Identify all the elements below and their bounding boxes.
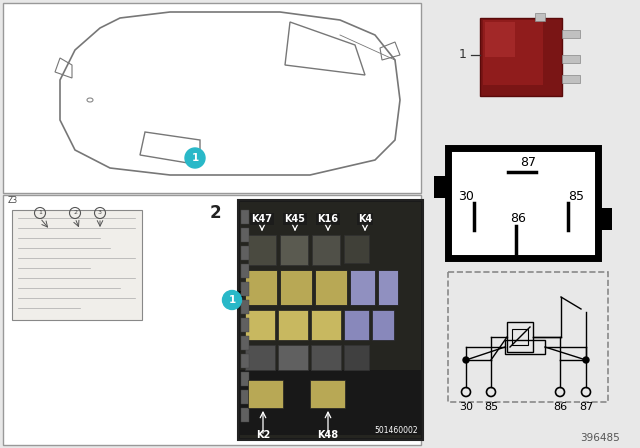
Bar [248,235,276,265]
Bar [378,270,398,305]
Bar [278,310,308,340]
Bar [240,202,421,438]
Bar [240,370,421,435]
Text: 501460002: 501460002 [374,426,418,435]
Bar [344,235,369,263]
Circle shape [223,290,241,310]
Bar [485,22,515,57]
Text: K48: K48 [317,430,339,440]
Text: 86: 86 [510,211,526,224]
Text: K16: K16 [317,214,339,224]
Bar [312,235,340,265]
Text: 86: 86 [553,402,567,412]
Text: 85: 85 [568,190,584,202]
Bar [448,272,608,402]
Bar [278,345,308,370]
Text: 1: 1 [228,295,236,305]
Bar [448,148,598,258]
Text: Z3: Z3 [8,196,18,205]
Bar [344,310,369,340]
Bar [241,408,249,422]
Text: 85: 85 [484,402,498,412]
Bar [241,210,249,224]
Text: K4: K4 [358,214,372,224]
Text: 1: 1 [459,48,467,61]
Bar [344,345,369,370]
Bar [562,30,580,38]
Text: 2: 2 [73,211,77,215]
Bar [512,329,528,345]
Bar [3,3,421,193]
Text: 1: 1 [38,211,42,215]
Bar [238,200,423,440]
Bar [315,270,347,305]
Text: 30: 30 [459,402,473,412]
Bar [280,235,308,265]
Bar [562,55,580,63]
Bar [311,345,341,370]
Text: 3: 3 [98,211,102,215]
Circle shape [202,200,228,226]
Bar [241,228,249,242]
Text: 87: 87 [579,402,593,412]
Bar [598,208,612,230]
Bar [372,310,394,340]
Bar [480,18,562,96]
Bar [434,176,448,198]
Bar [350,270,375,305]
Bar [245,270,277,305]
Circle shape [583,357,589,363]
Bar [241,390,249,404]
Bar [3,195,421,445]
Text: K2: K2 [256,430,270,440]
Bar [241,246,249,260]
Bar [245,310,275,340]
Bar [241,336,249,350]
Bar [311,310,341,340]
Bar [241,318,249,332]
Bar [535,13,545,21]
Bar [241,264,249,278]
Bar [241,282,249,296]
Bar [507,322,533,352]
Text: 396485: 396485 [580,433,620,443]
Circle shape [185,148,205,168]
Bar [562,75,580,83]
Text: K45: K45 [285,214,305,224]
Bar [505,340,545,354]
Bar [310,380,345,408]
Bar [12,210,142,320]
Bar [241,300,249,314]
Text: 87: 87 [520,155,536,168]
Text: 2: 2 [209,204,221,222]
Bar [245,345,275,370]
Bar [241,372,249,386]
Bar [248,380,283,408]
Circle shape [463,357,469,363]
Bar [241,354,249,368]
Text: K47: K47 [252,214,273,224]
Bar [280,270,312,305]
Text: 1: 1 [191,153,198,163]
Bar [483,20,543,85]
Text: 30: 30 [458,190,474,202]
